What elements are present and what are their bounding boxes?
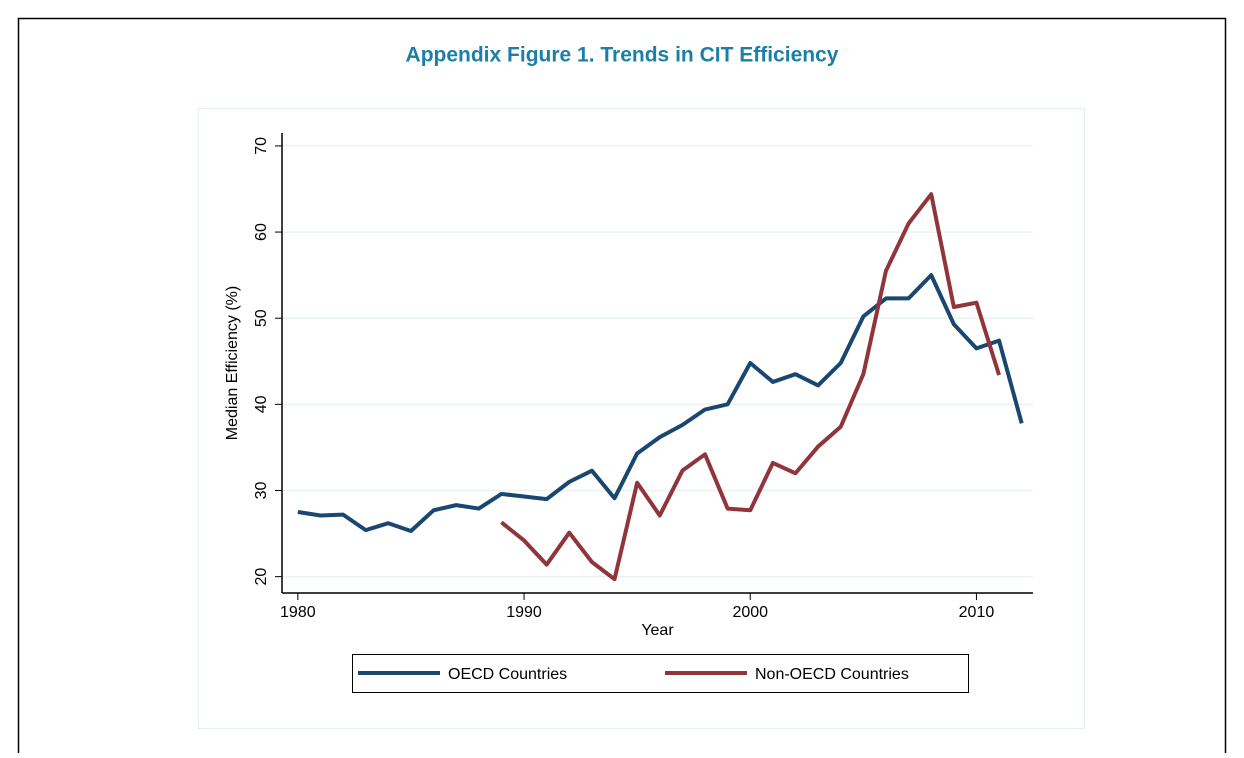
x-tick-label: 1980 <box>280 604 316 621</box>
y-tick-label: 70 <box>253 137 270 155</box>
x-tick-label: 2000 <box>732 604 768 621</box>
y-tick-label: 30 <box>253 481 270 499</box>
y-axis-label: Median Efficiency (%) <box>224 286 241 440</box>
y-tick-label: 40 <box>253 395 270 413</box>
legend-box <box>352 654 969 693</box>
y-tick-label: 20 <box>253 568 270 586</box>
x-axis-label: Year <box>641 622 674 639</box>
y-tick-label: 60 <box>253 223 270 241</box>
x-tick-label: 1990 <box>506 604 542 621</box>
graph-region <box>198 108 1085 729</box>
legend-label: OECD Countries <box>448 666 567 683</box>
frame <box>17 17 1227 758</box>
chart-title: Appendix Figure 1. Trends in CIT Efficie… <box>406 44 839 67</box>
y-tick-label: 50 <box>253 309 270 327</box>
x-tick-label: 2010 <box>959 604 995 621</box>
data-line <box>500 192 1001 582</box>
legend-label: Non-OECD Countries <box>755 666 909 683</box>
data-line <box>297 273 1024 533</box>
